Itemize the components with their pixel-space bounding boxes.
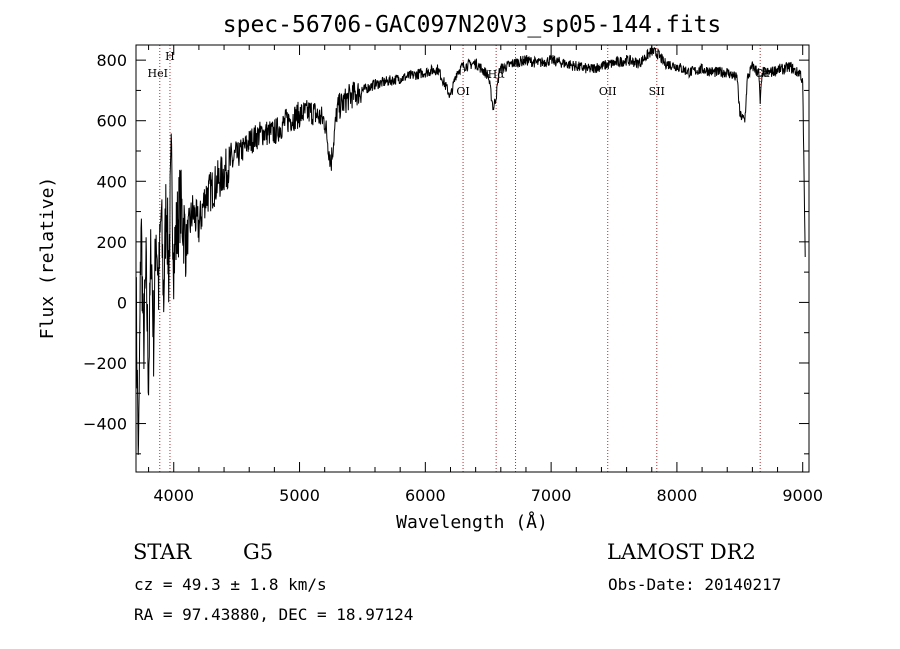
plot-area	[136, 46, 806, 455]
spectral-line-label: H	[165, 50, 175, 63]
survey-name: LAMOST DR2	[607, 540, 756, 564]
x-tick-label: 6000	[405, 486, 446, 505]
y-tick-label: 400	[96, 172, 127, 191]
observation-date: Obs-Date: 20140217	[608, 575, 782, 594]
y-tick-label: 0	[117, 293, 127, 312]
y-tick-label: −400	[83, 415, 127, 434]
chart-title: spec-56706-GAC097N20V3_sp05-144.fits	[223, 12, 722, 38]
plot-frame	[135, 44, 810, 473]
spectral-line-label: OII	[599, 85, 617, 98]
y-axis-label: Flux (relative)	[37, 177, 58, 340]
y-axis: −400 −200 0 200 400 600 800	[83, 51, 809, 455]
object-subclass: G5	[243, 540, 274, 564]
spectral-line-label: OI	[456, 85, 469, 98]
x-tick-label: 5000	[279, 486, 320, 505]
spectral-line-label: SII	[649, 85, 665, 98]
y-tick-label: −200	[83, 354, 127, 373]
redshift-cz: cz = 49.3 ± 1.8 km/s	[134, 575, 327, 594]
y-tick-label: 200	[96, 233, 127, 252]
spectral-line-label: HeI	[148, 67, 168, 80]
spectral-line-label: Hα	[488, 68, 506, 81]
x-axis-label: Wavelength (Å)	[396, 511, 548, 533]
x-tick-label: 8000	[657, 486, 698, 505]
y-tick-label: 800	[96, 51, 127, 70]
x-axis: 4000 5000 6000 7000 8000 9000	[148, 45, 823, 505]
x-tick-label: 9000	[782, 486, 823, 505]
x-tick-label: 7000	[531, 486, 572, 505]
object-type: STAR	[133, 540, 192, 564]
x-tick-label: 4000	[153, 486, 194, 505]
coordinates: RA = 97.43880, DEC = 18.97124	[134, 605, 414, 624]
flux-series-line	[136, 46, 806, 455]
y-tick-label: 600	[96, 112, 127, 131]
